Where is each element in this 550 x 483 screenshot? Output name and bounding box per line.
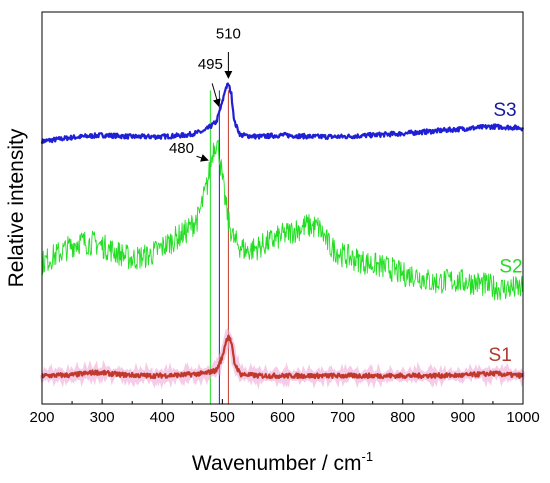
- x-tick-label-500: 500: [210, 409, 235, 426]
- x-tick-label-700: 700: [330, 409, 355, 426]
- x-tick-label-800: 800: [390, 409, 415, 426]
- peak-arrow-480: [196, 154, 209, 162]
- series-s2-line: [41, 139, 523, 301]
- x-axis-title-superscript: -1: [362, 449, 374, 464]
- series-label-s2: S2: [499, 257, 522, 278]
- series-label-s3: S3: [493, 100, 516, 121]
- x-axis-title-text: Wavenumber / cm: [192, 452, 362, 475]
- peak-label-480: 480: [169, 140, 194, 157]
- peak-label-495: 495: [198, 56, 223, 73]
- x-tick-label-200: 200: [29, 409, 54, 426]
- y-axis-title: Relative intensity: [5, 128, 28, 287]
- x-axis-ticks: 200 300 400 500 600 700 800 900 1000: [29, 399, 540, 426]
- series-s3-line: [40, 82, 525, 144]
- reference-lines: [209, 90, 229, 404]
- series-labels: S3 S2 S1: [489, 100, 523, 366]
- plot-frame: [41, 11, 524, 405]
- peak-arrow-495: [211, 83, 221, 108]
- x-tick-label-400: 400: [150, 409, 175, 426]
- x-axis-title: Wavenumber / cm-1: [192, 449, 373, 475]
- peak-annotations: 510 495 480: [169, 26, 241, 162]
- series-s1-line: [41, 334, 524, 380]
- peak-label-510: 510: [216, 26, 241, 43]
- series-group: [39, 82, 526, 390]
- x-tick-label-1000: 1000: [506, 409, 539, 426]
- x-tick-label-300: 300: [90, 409, 115, 426]
- x-tick-label-900: 900: [450, 409, 475, 426]
- series-label-s1: S1: [489, 345, 512, 366]
- x-tick-label-600: 600: [270, 409, 295, 426]
